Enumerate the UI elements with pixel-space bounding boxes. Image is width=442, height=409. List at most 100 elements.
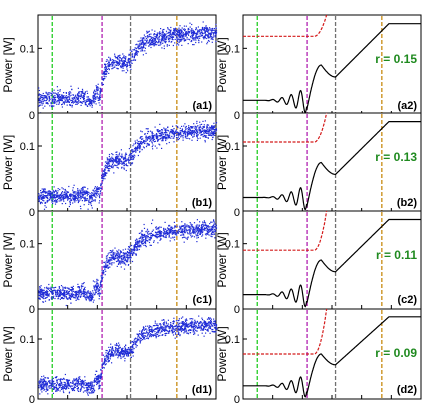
data-point [112, 353, 114, 356]
data-point [40, 293, 42, 295]
data-point [199, 221, 201, 223]
data-point [52, 189, 54, 191]
data-point [165, 42, 167, 44]
data-point [71, 295, 73, 297]
data-point [128, 54, 131, 56]
data-point [86, 297, 89, 299]
data-point [122, 249, 124, 251]
data-point [138, 242, 140, 244]
data-point [64, 99, 66, 101]
data-point [116, 252, 118, 254]
data-point [57, 297, 60, 299]
data-point [181, 322, 184, 324]
data-point [192, 228, 194, 230]
data-point [187, 326, 189, 328]
data-point [185, 225, 187, 228]
data-point [92, 385, 94, 387]
data-point [121, 166, 123, 168]
data-point [41, 102, 43, 104]
data-point [195, 29, 197, 31]
data-point [133, 53, 135, 55]
data-point [174, 29, 176, 32]
data-point [185, 32, 187, 34]
data-point [186, 32, 188, 35]
data-point [66, 287, 68, 289]
data-point [158, 33, 160, 35]
data-point [196, 126, 198, 128]
data-point [118, 256, 120, 258]
data-point [61, 100, 63, 102]
data-point [191, 327, 193, 329]
data-point [42, 198, 44, 200]
data-point [107, 167, 110, 170]
data-point [130, 158, 132, 161]
data-point [47, 92, 49, 94]
data-point [208, 32, 210, 34]
data-point [185, 35, 187, 37]
data-point [190, 130, 192, 132]
data-point [83, 94, 85, 96]
data-point [114, 164, 116, 166]
data-point [104, 356, 106, 358]
data-point [168, 137, 170, 139]
data-point [39, 94, 41, 96]
data-point [86, 192, 88, 194]
data-point [144, 242, 146, 244]
data-point [47, 291, 49, 293]
data-point [164, 221, 166, 223]
data-point [57, 389, 59, 391]
data-point [187, 237, 189, 239]
data-point [211, 229, 214, 231]
data-point [210, 36, 213, 38]
data-point [44, 300, 47, 302]
data-point [163, 236, 165, 238]
data-point [169, 240, 171, 242]
data-point [191, 130, 193, 132]
data-point [149, 244, 151, 246]
data-point [83, 95, 85, 97]
data-point [38, 105, 40, 107]
data-point [94, 294, 96, 296]
data-point [132, 149, 134, 151]
data-point [159, 130, 161, 132]
data-point [83, 384, 85, 386]
data-point [162, 31, 164, 33]
data-point [189, 138, 191, 140]
data-point [71, 101, 73, 103]
data-point [85, 298, 87, 301]
data-point [47, 198, 49, 200]
data-point [120, 65, 122, 67]
data-point [148, 241, 151, 244]
data-point [100, 285, 102, 287]
data-point [42, 189, 45, 191]
data-point [189, 322, 191, 324]
data-point [133, 247, 135, 250]
data-point [123, 159, 125, 161]
data-point [164, 137, 166, 139]
data-point [94, 200, 96, 202]
data-point [196, 36, 198, 38]
data-point [73, 101, 75, 103]
data-point [195, 35, 197, 37]
data-point [104, 266, 106, 268]
data-point [69, 104, 71, 106]
data-point [174, 32, 176, 34]
data-point [63, 92, 65, 94]
y-axis-label: Power [W] [215, 232, 229, 287]
data-point [54, 195, 56, 197]
data-point [210, 235, 212, 237]
data-point [193, 230, 195, 232]
data-point [203, 28, 206, 30]
data-point [52, 195, 54, 197]
data-point [72, 102, 74, 104]
data-point [74, 291, 76, 293]
data-point [142, 50, 144, 52]
data-point [138, 147, 140, 149]
data-point [134, 341, 136, 343]
data-point [105, 265, 108, 267]
data-point [58, 287, 61, 289]
data-point [131, 149, 133, 151]
data-point [75, 99, 77, 101]
data-point [121, 60, 123, 62]
data-point [213, 318, 215, 320]
